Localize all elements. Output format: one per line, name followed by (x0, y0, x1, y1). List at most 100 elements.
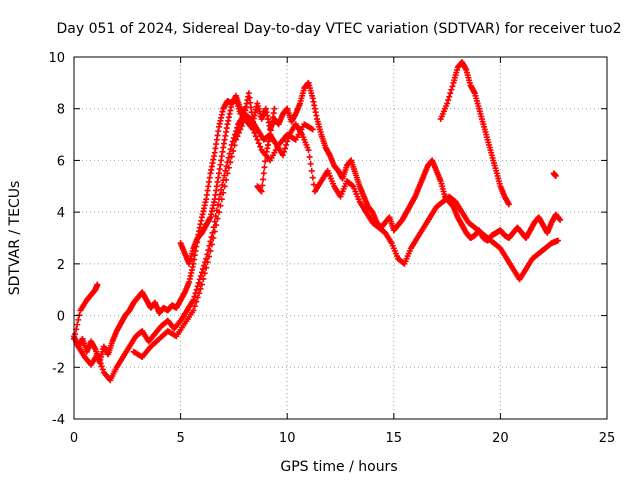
data-point-marker (211, 228, 218, 235)
data-point-marker (228, 153, 235, 160)
data-point-marker (74, 321, 81, 328)
data-point-marker (233, 136, 240, 143)
x-tick-label: 10 (279, 431, 296, 446)
data-point-marker (231, 142, 238, 149)
data-point-marker (305, 147, 312, 154)
y-tick-label: -4 (52, 413, 65, 428)
data-point-marker (258, 188, 265, 195)
data-point-marker (96, 357, 103, 364)
data-point-marker (221, 172, 228, 179)
data-point-marker (94, 351, 101, 358)
data-point-marker (207, 238, 214, 245)
data-point-marker (308, 167, 315, 174)
y-tick-label: 0 (57, 310, 65, 325)
data-point-marker (446, 93, 453, 100)
data-point-marker (445, 97, 452, 104)
data-point-marker (260, 170, 267, 177)
data-point-marker (252, 133, 259, 140)
data-point-marker (234, 124, 241, 131)
data-point-marker (206, 253, 213, 260)
data-point-marker (225, 154, 232, 161)
data-point-marker (195, 279, 202, 286)
plot-frame (73, 56, 608, 420)
y-tick-label: 6 (57, 154, 65, 169)
data-point-marker (237, 126, 244, 133)
data-point-marker (223, 176, 230, 183)
data-point-marker (251, 129, 258, 136)
data-point-marker (230, 147, 237, 154)
data-point-marker (193, 298, 200, 305)
data-point-marker (214, 215, 221, 222)
data-point-marker (284, 138, 291, 145)
data-point-marker (309, 126, 316, 133)
data-point-marker (198, 281, 205, 288)
data-point-marker (204, 259, 211, 266)
y-axis-label: SDTVAR / TECUs (7, 181, 23, 296)
data-point-marker (250, 126, 257, 133)
data-point-marker (224, 170, 231, 177)
data-point-marker (215, 209, 222, 216)
data-point-marker (200, 275, 207, 282)
data-point-marker (554, 237, 561, 244)
x-tick-label: 0 (70, 431, 78, 446)
data-point-marker (261, 164, 268, 171)
data-point-marker (444, 100, 451, 107)
series-track-e (177, 95, 248, 267)
data-point-marker (191, 293, 198, 300)
data-point-marker (197, 285, 204, 292)
data-point-marker (211, 218, 218, 225)
data-point-marker (227, 159, 234, 166)
data-points (71, 59, 564, 384)
data-point-marker (282, 145, 289, 152)
data-point-marker (254, 136, 261, 143)
y-tick-label: 2 (57, 258, 65, 273)
data-point-marker (221, 183, 228, 190)
data-point-marker (552, 172, 559, 179)
data-point-marker (94, 281, 101, 288)
data-point-marker (255, 140, 262, 147)
series-track-h (550, 170, 559, 179)
data-point-marker (210, 235, 217, 241)
axis-ticks: 0 5 10 15 20 25 -4 -2 0 2 4 6 8 10 (48, 51, 615, 446)
data-point-marker (95, 354, 102, 361)
data-point-marker (226, 150, 233, 157)
series-track-a (71, 281, 101, 342)
data-point-marker (262, 158, 269, 165)
data-point-marker (557, 216, 564, 223)
data-point-marker (199, 266, 206, 273)
data-point-marker (194, 294, 201, 301)
data-point-marker (283, 141, 290, 148)
x-axis-label: GPS time / hours (280, 459, 397, 475)
data-point-marker (306, 153, 313, 160)
data-point-marker (225, 164, 232, 171)
y-tick-label: 10 (48, 51, 65, 66)
data-point-marker (234, 133, 241, 140)
data-point-marker (201, 270, 208, 277)
data-point-marker (98, 363, 105, 370)
data-point-marker (309, 174, 316, 181)
data-point-marker (257, 143, 264, 150)
data-point-marker (235, 129, 242, 136)
y-tick-label: 4 (57, 206, 65, 221)
series-track-d (130, 116, 316, 360)
data-point-marker (259, 182, 266, 189)
series-track-b (71, 79, 564, 366)
y-tick-label: -2 (52, 361, 65, 376)
data-point-marker (97, 360, 104, 367)
x-tick-label: 20 (492, 431, 509, 446)
data-point-marker (218, 186, 225, 193)
data-point-marker (310, 181, 317, 188)
data-point-marker (198, 269, 205, 276)
data-point-marker (279, 152, 286, 159)
data-point-marker (196, 290, 203, 297)
data-point-marker (447, 90, 454, 97)
data-point-marker (203, 264, 210, 271)
data-point-marker (505, 201, 512, 208)
data-point-marker (217, 202, 224, 209)
data-point-marker (197, 272, 204, 279)
data-point-marker (75, 316, 82, 323)
data-point-marker (448, 86, 455, 93)
data-point-marker (307, 160, 314, 167)
data-point-marker (207, 247, 214, 254)
